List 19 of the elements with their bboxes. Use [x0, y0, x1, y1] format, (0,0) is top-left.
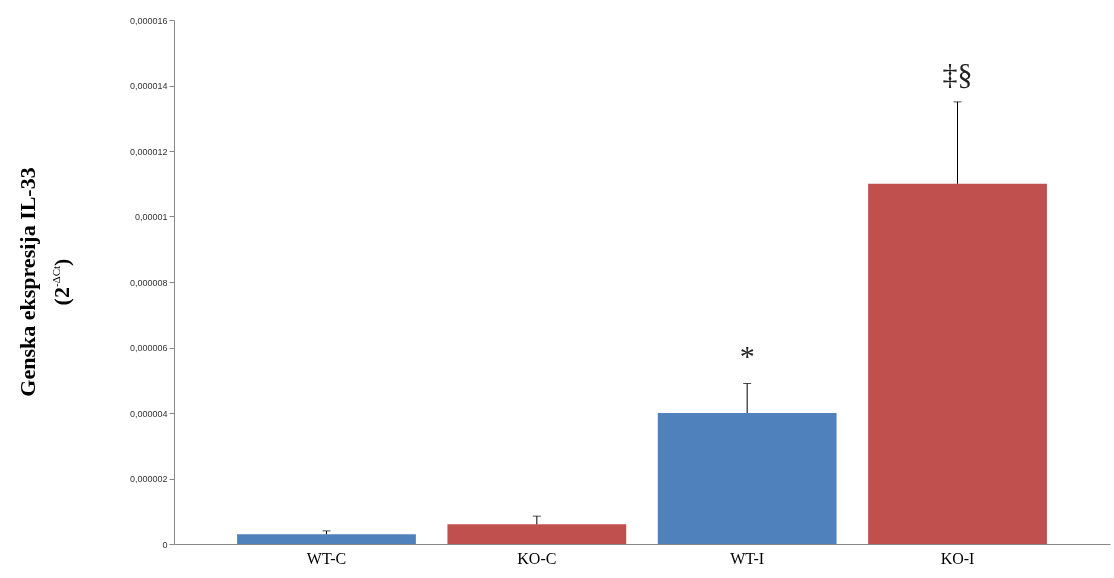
x-tick-label: KO-C [517, 549, 557, 567]
annotation: * [739, 338, 755, 372]
y-tick-label: 0,000002 [129, 474, 168, 484]
y-tick-label: 0,000008 [129, 277, 168, 288]
bar [657, 413, 837, 544]
bar [447, 524, 627, 544]
y-tick-label: 0,000016 [129, 15, 168, 26]
y-tick-label: 0,00001 [134, 212, 168, 222]
x-tick-label: WT-C [306, 549, 347, 567]
y-tick-label: 0,000012 [129, 146, 168, 157]
x-tick-label: KO-I [940, 549, 975, 567]
x-tick-label: WT-I [730, 549, 765, 567]
bar [237, 534, 416, 544]
annotation: ‡§ [942, 56, 973, 90]
y-tick-label: 0 [162, 539, 168, 550]
y-tick-label: 0,000014 [129, 81, 168, 91]
y-tick-label: 0,000004 [129, 408, 168, 419]
bar [868, 183, 1047, 544]
y-tick-label: 0,000006 [129, 343, 168, 353]
